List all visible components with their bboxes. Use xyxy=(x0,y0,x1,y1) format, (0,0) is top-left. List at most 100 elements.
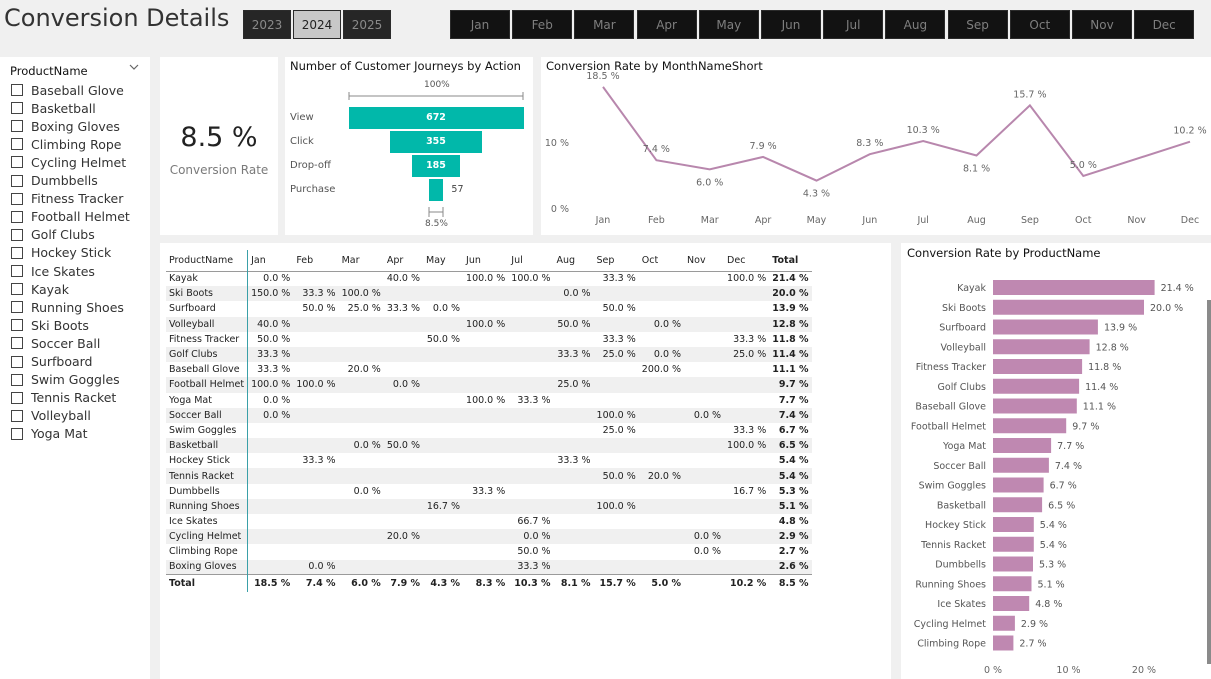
matrix-column-header[interactable]: Jul xyxy=(511,254,523,266)
slicer-item[interactable]: Volleyball xyxy=(11,407,91,425)
bar[interactable] xyxy=(993,438,1052,453)
table-row[interactable]: Tennis Racket 50.0 % 20.0 % 5.4 % xyxy=(166,468,812,484)
month-button-jul[interactable]: Jul xyxy=(823,10,884,39)
table-row[interactable]: Golf Clubs 33.3 % 33.3 % 25.0 % 0.0 % 25.0 % 1… xyxy=(166,346,812,363)
bar[interactable] xyxy=(993,378,1080,394)
bar[interactable] xyxy=(993,635,1014,651)
matrix-column-header[interactable]: Jun xyxy=(466,254,481,266)
matrix-column-header[interactable]: Sep xyxy=(596,254,615,266)
month-button-apr[interactable]: Apr xyxy=(636,10,697,39)
slicer-item[interactable]: Climbing Rope xyxy=(11,135,122,153)
bar[interactable] xyxy=(993,576,1032,592)
matrix-column-header[interactable]: Total xyxy=(772,254,799,266)
slicer-item[interactable]: Surfboard xyxy=(11,353,93,371)
bar[interactable] xyxy=(993,556,1033,572)
matrix-column-header[interactable]: ProductName xyxy=(166,250,249,271)
checkbox[interactable] xyxy=(11,337,23,350)
table-row[interactable]: Volleyball 40.0 % 100.0 % 50.0 % 0.0 % 12.8 % xyxy=(166,316,812,332)
month-button-jun[interactable]: Jun xyxy=(761,10,821,39)
bar[interactable] xyxy=(993,359,1083,374)
checkbox[interactable] xyxy=(11,174,23,187)
month-button-nov[interactable]: Nov xyxy=(1072,10,1132,39)
checkbox[interactable] xyxy=(11,355,23,368)
slicer-item[interactable]: Kayak xyxy=(11,280,69,298)
chevron-down-icon[interactable] xyxy=(128,61,140,73)
bar[interactable] xyxy=(993,457,1049,473)
slicer-item[interactable]: Fitness Tracker xyxy=(11,190,123,208)
month-button-feb[interactable]: Feb xyxy=(512,10,573,39)
table-row[interactable]: Hockey Stick 33.3 % 33.3 % 5.4 % xyxy=(166,453,812,469)
checkbox[interactable] xyxy=(11,283,23,296)
slicer-item[interactable]: Hockey Stick xyxy=(11,244,111,262)
matrix-column-header[interactable]: Apr xyxy=(386,254,404,266)
bar[interactable] xyxy=(993,319,1098,335)
table-row[interactable]: Yoga Mat 0.0 % 100.0 % 33.3 % 7.7 % xyxy=(166,392,812,408)
matrix-column-header[interactable]: Oct xyxy=(641,254,659,266)
bar[interactable] xyxy=(993,615,1015,631)
bar[interactable] xyxy=(993,339,1090,355)
checkbox[interactable] xyxy=(11,319,23,332)
checkbox[interactable] xyxy=(11,120,23,133)
checkbox[interactable] xyxy=(11,228,23,241)
table-row[interactable]: Soccer Ball 0.0 % 100.0 % 0.0 % 7.4 % xyxy=(166,407,812,423)
year-button-2025[interactable]: 2025 xyxy=(343,10,391,39)
month-button-mar[interactable]: Mar xyxy=(574,10,635,39)
slicer-item[interactable]: Yoga Mat xyxy=(11,425,88,443)
month-button-sep[interactable]: Sep xyxy=(947,10,1008,39)
bar[interactable] xyxy=(993,517,1034,532)
slicer-item[interactable]: Swim Goggles xyxy=(11,371,120,389)
slicer-item[interactable]: Dumbbells xyxy=(11,172,98,190)
table-row[interactable]: Basketball 0.0 % 50.0 % 100.0 % 6.5 % xyxy=(166,438,812,454)
year-button-2023[interactable]: 2023 xyxy=(243,10,291,39)
checkbox[interactable] xyxy=(11,138,23,151)
month-button-dec[interactable]: Dec xyxy=(1134,10,1195,39)
bar[interactable] xyxy=(993,497,1043,513)
table-row[interactable]: Football Helmet 100.0 % 100.0 % 0.0 % 25.0 %… xyxy=(166,377,812,393)
bar[interactable] xyxy=(993,418,1067,434)
checkbox[interactable] xyxy=(11,265,23,277)
table-row[interactable]: Fitness Tracker 50.0 % 50.0 % 33.3 % 33.3 % 1… xyxy=(166,331,812,347)
matrix-column-header[interactable]: Mar xyxy=(341,254,360,266)
funnel-bar[interactable] xyxy=(348,107,524,129)
month-button-oct[interactable]: Oct xyxy=(1009,10,1070,39)
table-row[interactable]: Cycling Helmet 20.0 % 0.0 % 0.0 % 2.9 % xyxy=(166,529,812,545)
checkbox[interactable] xyxy=(11,192,23,205)
checkbox[interactable] xyxy=(11,373,23,386)
slicer-item[interactable]: Ice Skates xyxy=(11,262,95,280)
checkbox[interactable] xyxy=(11,156,23,169)
funnel-bar[interactable] xyxy=(389,131,483,153)
table-row[interactable]: Ski Boots 150.0 % 33.3 % 100.0 % 0.0 % 20.0 % xyxy=(166,286,812,302)
slicer-item[interactable]: Tennis Racket xyxy=(11,389,116,407)
slicer-item[interactable]: Boxing Gloves xyxy=(11,117,120,135)
bar[interactable] xyxy=(993,536,1034,552)
month-button-may[interactable]: May xyxy=(698,10,759,39)
slicer-item[interactable]: Running Shoes xyxy=(11,298,124,316)
matrix-column-header[interactable]: Dec xyxy=(727,254,746,266)
checkbox[interactable] xyxy=(11,301,23,314)
table-row[interactable]: Dumbbells 0.0 % 33.3 % 16.7 % 5.3 % xyxy=(166,483,812,499)
checkbox[interactable] xyxy=(11,84,23,96)
funnel-bar[interactable] xyxy=(428,179,444,201)
bar[interactable] xyxy=(993,477,1044,493)
slicer-item[interactable]: Football Helmet xyxy=(11,208,130,226)
matrix-column-header[interactable]: Jan xyxy=(251,254,266,266)
checkbox[interactable] xyxy=(11,409,23,422)
slicer-item[interactable]: Baseball Glove xyxy=(11,81,124,99)
conversion-rate-line[interactable] xyxy=(602,86,1191,182)
table-row[interactable]: Baseball Glove 33.3 % 20.0 % 200.0 % 11.1 % xyxy=(166,362,812,378)
bar-chart-scrollbar[interactable] xyxy=(1207,300,1211,664)
table-row[interactable]: Kayak 0.0 % 40.0 % 100.0 % 100.0 % 33.3 % 100.… xyxy=(166,271,812,287)
bar[interactable] xyxy=(993,280,1155,295)
matrix-column-header[interactable]: Nov xyxy=(687,254,706,266)
funnel-bar[interactable] xyxy=(411,155,461,177)
year-button-2024[interactable]: 2024 xyxy=(293,10,341,39)
slicer-item[interactable]: Ski Boots xyxy=(11,316,89,334)
bar[interactable] xyxy=(993,398,1077,414)
slicer-item[interactable]: Basketball xyxy=(11,99,96,117)
matrix-column-header[interactable]: Feb xyxy=(296,254,314,266)
bar[interactable] xyxy=(993,596,1030,611)
checkbox[interactable] xyxy=(11,102,23,115)
bar[interactable] xyxy=(993,299,1144,315)
checkbox[interactable] xyxy=(11,246,23,259)
table-row[interactable]: Swim Goggles 25.0 % 33.3 % 6.7 % xyxy=(166,422,812,439)
